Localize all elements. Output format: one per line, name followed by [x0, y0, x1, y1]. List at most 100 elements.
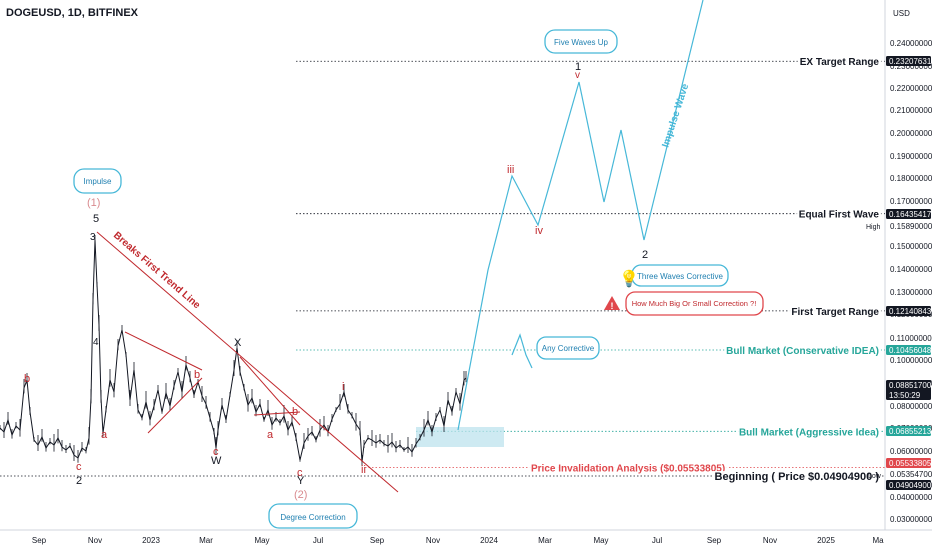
wave-label-y: Y: [297, 475, 305, 487]
wave-labels: 5 3 4 2 X W Y 1 2 b a c b c a b c i ii i…: [24, 61, 648, 501]
wave-label-c3: c: [297, 467, 303, 479]
wave-label-4: 4: [93, 337, 99, 348]
correction-bubble: [625, 291, 764, 316]
impulse-bubble-text: Impulse: [83, 177, 112, 186]
wave-label-3: 3: [90, 232, 96, 243]
any-corrective-bubble-text: Any Corrective: [542, 344, 595, 353]
x-tick-label: May: [254, 536, 269, 545]
impulse-wave-annotation: Impulse Wave: [660, 82, 691, 149]
x-tick-label: Sep: [370, 536, 385, 545]
price-tag: [886, 56, 931, 66]
x-tick-label: Ma: [872, 536, 884, 545]
y-tick-label: 0.06000000: [890, 447, 932, 456]
three-waves-bubble: [631, 264, 729, 287]
x-tick-label: Sep: [32, 536, 47, 545]
y-tick-label: 0.11000000: [890, 334, 932, 343]
x-tick-label: Sep: [707, 536, 722, 545]
any-corrective-bubble: [536, 336, 600, 360]
price-tag: [886, 458, 931, 468]
wave-label-b2: b: [194, 369, 200, 381]
level-label: Bull Market (Aggressive Idea): [739, 427, 879, 438]
y-tick-label: 0.13000000: [890, 288, 932, 297]
correction-bubble-text: How Much Big Or Small Correction ?!: [632, 299, 757, 308]
x-tick-label: May: [593, 536, 608, 545]
price-tag-label: 0.04904900: [889, 481, 932, 490]
price-tag: [886, 380, 931, 400]
level-label: EX Target Range: [800, 57, 880, 68]
five-waves-bubble: [544, 29, 618, 54]
wave-label-2-future: 2: [642, 249, 648, 261]
x-tick-label: Nov: [88, 536, 102, 545]
wave-label-2: 2: [76, 475, 82, 487]
y-tick-label: 0.10000000: [890, 356, 932, 365]
accumulation-zone: [416, 427, 504, 447]
wave-label-b1: b: [24, 373, 30, 385]
wave-label-iv: iv: [535, 225, 543, 237]
y-tick-label: 0.15000000: [890, 242, 932, 251]
degree-correction-bubble-text: Degree Correction: [280, 513, 345, 522]
wave-label-paren-1: (1): [87, 197, 100, 209]
price-tag-label: 0.12140843: [889, 307, 932, 316]
price-tag-label: 0.05533805: [889, 459, 932, 468]
y-tick-label: 0.03000000: [890, 515, 932, 524]
y-tick-label: 0.14000000: [890, 265, 932, 274]
price-tag-label: 0.16435417: [889, 210, 932, 219]
y-tick-label: 0.22000000: [890, 84, 932, 93]
x-tick-label: Nov: [763, 536, 777, 545]
price-tag-countdown: 13:50:29: [889, 391, 921, 400]
symbol-header: DOGEUSD, 1D, BITFINEX: [6, 7, 139, 19]
three-waves-bubble-text: Three Waves Corrective: [637, 272, 724, 281]
y-tick-label: 0.08000000: [890, 402, 932, 411]
wedge-lines: [96, 231, 399, 493]
wave-label-c2: c: [213, 446, 219, 458]
high-label: High: [866, 224, 881, 231]
x-tick-label: Jul: [652, 536, 662, 545]
y-tick-label: 0.17000000: [890, 197, 932, 206]
price-tag: [886, 209, 931, 219]
price-tag: [886, 345, 931, 355]
price-tag-label: 0.10456048: [889, 346, 932, 355]
five-waves-bubble-text: Five Waves Up: [554, 38, 608, 47]
price-tag: [886, 480, 931, 490]
currency-label: USD: [893, 9, 910, 18]
price-tag-label: 0.06855213: [889, 427, 932, 436]
low-label: Low: [868, 473, 882, 480]
x-tick-label: 2025: [817, 536, 835, 545]
trendline-annotation: Breaks First Trend Line: [111, 230, 202, 312]
wave-label-i: i: [342, 381, 344, 393]
warning-icon: [604, 296, 620, 310]
y-tick-label: 0.23000000: [890, 62, 932, 71]
lightbulb-icon: 💡: [619, 269, 639, 288]
level-label: Price Invalidation Analysis ($0.05533805…: [531, 464, 725, 475]
x-tick-label: Mar: [538, 536, 552, 545]
wave-label-ii: ii: [361, 464, 366, 476]
wave-label-paren-2: (2): [294, 489, 307, 501]
price-tag-label: 0.23207631: [889, 57, 932, 66]
y-tick-label: 0.19000000: [890, 152, 932, 161]
level-label: Equal First Wave: [799, 210, 880, 221]
callout-bubbles: Impulse Five Waves Up Three Waves Correc…: [73, 29, 764, 529]
wave-label-iii: iii: [507, 164, 514, 176]
x-tick-label: 2023: [142, 536, 160, 545]
y-tick-label: 0.05354700: [890, 470, 932, 479]
x-tick-label: Jul: [313, 536, 323, 545]
wave-label-a2: a: [267, 429, 274, 441]
price-tag: [886, 426, 931, 436]
wave-label-5: 5: [93, 213, 99, 225]
x-tick-label: Mar: [199, 536, 213, 545]
impulse-bubble: [73, 168, 122, 194]
degree-correction-bubble: [268, 503, 358, 529]
price-tag: [886, 306, 931, 316]
wave-label-w: W: [211, 455, 222, 467]
y-tick-label: 0.20000000: [890, 129, 932, 138]
wave-label-b3: b: [292, 406, 298, 418]
price-history-candles: [0, 235, 467, 467]
wave-label-a1: a: [101, 429, 108, 441]
level-label: Beginning ( Price $0.04904900 ): [715, 471, 880, 483]
y-tick-label: 0.04000000: [890, 493, 932, 502]
svg-text:!: !: [611, 301, 614, 311]
projection-path: [457, 0, 704, 431]
price-tag-label: 0.08851700: [889, 381, 932, 390]
y-tick-label: 0.21000000: [890, 106, 932, 115]
